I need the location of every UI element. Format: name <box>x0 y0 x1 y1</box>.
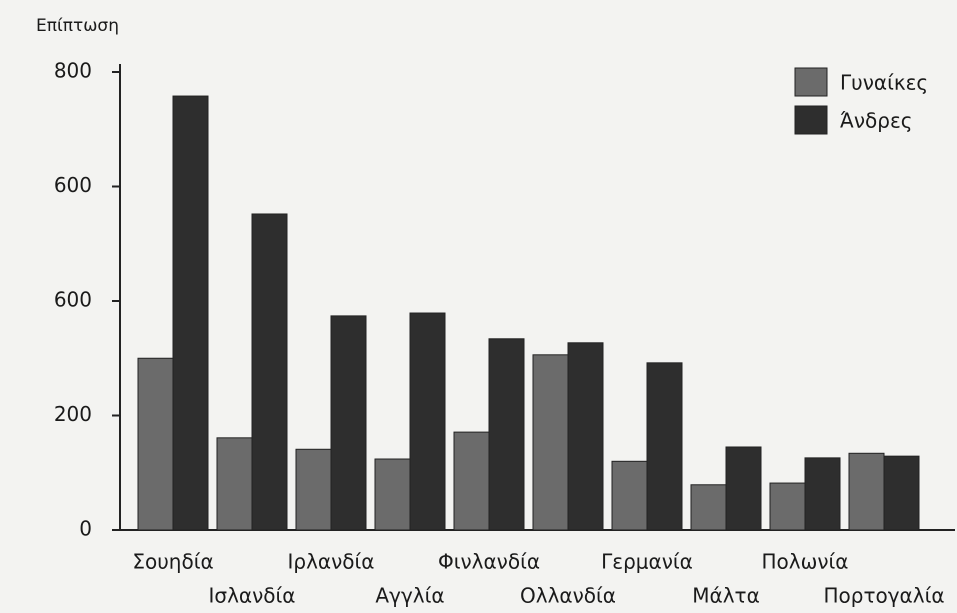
bar <box>216 437 253 531</box>
bar <box>883 455 920 531</box>
x-tick-label: Πολωνία <box>762 550 849 574</box>
y-tick-label: 600 <box>54 173 92 197</box>
bar <box>374 458 411 531</box>
bar <box>567 342 604 531</box>
legend-label: Άνδρες <box>840 109 913 133</box>
bar <box>172 95 209 531</box>
bar <box>690 484 727 531</box>
bar <box>409 312 446 531</box>
bar <box>646 362 683 531</box>
x-tick-label: Πορτογαλία <box>823 584 944 608</box>
x-tick-label: Γερμανία <box>601 550 693 574</box>
y-tick-label: 200 <box>54 402 92 426</box>
bar <box>251 213 288 531</box>
bar <box>804 457 841 531</box>
bar <box>848 452 885 531</box>
bar <box>453 431 490 531</box>
y-axis-label: Επίπτωση <box>36 16 119 36</box>
bar <box>725 446 762 531</box>
bar <box>295 448 332 531</box>
x-tick-label: Ιρλανδία <box>288 550 375 574</box>
legend-swatch <box>794 67 828 97</box>
x-tick-label: Σουηδία <box>132 550 213 574</box>
bar <box>769 482 806 531</box>
bar <box>611 460 648 531</box>
x-tick-label: Ολλανδία <box>520 584 616 608</box>
bar <box>137 357 174 531</box>
x-tick-label: Αγγλία <box>375 584 444 608</box>
y-tick-label: 600 <box>54 288 92 312</box>
bar <box>488 338 525 531</box>
x-tick-label: Ισλανδία <box>209 584 296 608</box>
legend-label: Γυναίκες <box>840 71 928 95</box>
x-tick-label: Φινλανδία <box>438 550 540 574</box>
bar <box>330 315 367 531</box>
legend-swatch <box>794 105 828 135</box>
bar <box>532 354 569 531</box>
y-tick-label: 0 <box>79 517 92 541</box>
x-tick-label: Μάλτα <box>692 584 760 608</box>
y-tick-label: 800 <box>54 59 92 83</box>
